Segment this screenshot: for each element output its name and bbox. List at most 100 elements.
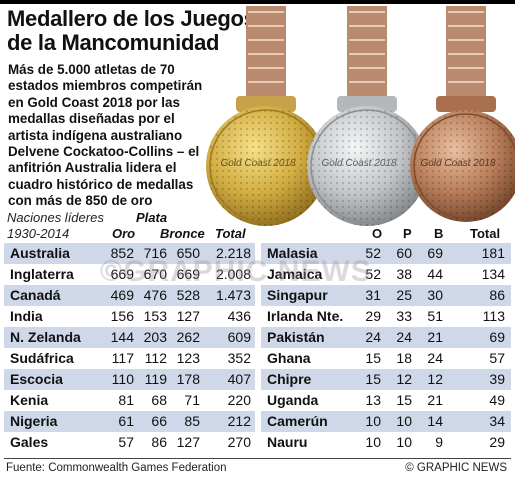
right-row: Chipre 15 12 12 39 bbox=[261, 369, 511, 390]
gold-count: 10 bbox=[365, 413, 381, 429]
page-title: Medallero de los Juegos de la Mancomunid… bbox=[7, 6, 256, 55]
silver-count: 716 bbox=[143, 245, 167, 261]
silver-medal: Gold Coast 2018 bbox=[307, 106, 427, 226]
header-o: O bbox=[372, 226, 383, 241]
total-count: 270 bbox=[227, 434, 251, 450]
total-count: 134 bbox=[481, 266, 505, 282]
bronze-count: 30 bbox=[427, 287, 443, 303]
total-count: 436 bbox=[227, 308, 251, 324]
gold-count: 10 bbox=[365, 434, 381, 450]
table-row: India 156 153 127 436 Irlanda Nte. 29 33 51 113 bbox=[0, 306, 515, 327]
table-row: Gales 57 86 127 270 Nauru 10 10 9 29 bbox=[0, 432, 515, 453]
silver-count: 24 bbox=[396, 329, 412, 345]
country-name: Gales bbox=[10, 434, 49, 450]
right-row: Pakistán 24 24 21 69 bbox=[261, 327, 511, 348]
gold-count: 15 bbox=[365, 371, 381, 387]
right-row: Malasia 52 60 69 181 bbox=[261, 243, 511, 264]
total-count: 39 bbox=[489, 371, 505, 387]
total-count: 352 bbox=[227, 350, 251, 366]
country-name: Jamaica bbox=[267, 266, 323, 282]
silver-count: 66 bbox=[151, 413, 167, 429]
country-name: Chipre bbox=[267, 371, 312, 387]
bronze-count: 14 bbox=[427, 413, 443, 429]
total-count: 34 bbox=[489, 413, 505, 429]
gold-count: 52 bbox=[365, 245, 381, 261]
country-name: Uganda bbox=[267, 392, 319, 408]
bronze-count: 650 bbox=[176, 245, 200, 261]
bronze-count: 262 bbox=[176, 329, 200, 345]
credit-text: © GRAPHIC NEWS bbox=[405, 462, 507, 474]
bronze-count: 71 bbox=[184, 392, 200, 408]
bronze-count: 127 bbox=[176, 434, 200, 450]
right-row: Ghana 15 18 24 57 bbox=[261, 348, 511, 369]
gold-count: 15 bbox=[365, 350, 381, 366]
gold-count: 81 bbox=[118, 392, 134, 408]
bronze-count: 123 bbox=[176, 350, 200, 366]
total-count: 86 bbox=[489, 287, 505, 303]
leading-nations-label: Naciones líderes bbox=[7, 210, 104, 225]
gold-count: 156 bbox=[110, 308, 134, 324]
total-count: 69 bbox=[489, 329, 505, 345]
header-p: P bbox=[403, 226, 412, 241]
silver-count: 203 bbox=[143, 329, 167, 345]
bronze-count: 21 bbox=[427, 392, 443, 408]
header-b: B bbox=[434, 226, 444, 241]
total-count: 57 bbox=[489, 350, 505, 366]
header-bronce: Bronce bbox=[160, 226, 205, 241]
silver-count: 10 bbox=[396, 434, 412, 450]
country-name: Escocia bbox=[10, 371, 63, 387]
silver-count: 119 bbox=[144, 371, 167, 387]
gold-count: 144 bbox=[110, 329, 134, 345]
country-name: Sudáfrica bbox=[10, 350, 74, 366]
country-name: Pakistán bbox=[267, 329, 325, 345]
silver-count: 60 bbox=[396, 245, 412, 261]
header-plata: Plata bbox=[136, 210, 168, 225]
left-row: Gales 57 86 127 270 bbox=[4, 432, 255, 453]
ribbon-bronze bbox=[436, 6, 496, 112]
country-name: Australia bbox=[10, 245, 70, 261]
gold-medal: Gold Coast 2018 bbox=[206, 106, 326, 226]
gold-count: 117 bbox=[111, 350, 134, 366]
left-row: Kenia 81 68 71 220 bbox=[4, 390, 255, 411]
gold-count: 469 bbox=[110, 287, 134, 303]
watermark: ©GRAPHIC NEWS bbox=[100, 255, 372, 288]
total-count: 181 bbox=[481, 245, 505, 261]
country-name: Camerún bbox=[267, 413, 328, 429]
silver-count: 153 bbox=[143, 308, 167, 324]
total-count: 407 bbox=[227, 371, 251, 387]
country-name: India bbox=[10, 308, 43, 324]
bronze-count: 21 bbox=[427, 329, 443, 345]
gold-count: 52 bbox=[365, 266, 381, 282]
table-row: Canadá 469 476 528 1.473 Singapur 31 25 30 86 bbox=[0, 285, 515, 306]
right-row: Nauru 10 10 9 29 bbox=[261, 432, 511, 453]
silver-count: 25 bbox=[396, 287, 412, 303]
bronze-count: 24 bbox=[427, 350, 443, 366]
bronze-count: 85 bbox=[184, 413, 200, 429]
bronze-count: 127 bbox=[176, 308, 200, 324]
table-row: Kenia 81 68 71 220 Uganda 13 15 21 49 bbox=[0, 390, 515, 411]
table-row: Escocia 110 119 178 407 Chipre 15 12 12 39 bbox=[0, 369, 515, 390]
silver-count: 38 bbox=[396, 266, 412, 282]
silver-count: 12 bbox=[396, 371, 412, 387]
country-name: Kenia bbox=[10, 392, 49, 408]
silver-count: 18 bbox=[396, 350, 412, 366]
footer-rule bbox=[4, 458, 511, 459]
gold-count: 24 bbox=[365, 329, 381, 345]
silver-count: 86 bbox=[151, 434, 167, 450]
gold-count: 669 bbox=[110, 266, 134, 282]
left-row: N. Zelanda 144 203 262 609 bbox=[4, 327, 255, 348]
bronze-count: 69 bbox=[427, 245, 443, 261]
silver-count: 10 bbox=[396, 413, 412, 429]
silver-count: 112 bbox=[144, 350, 167, 366]
gold-count: 110 bbox=[111, 371, 134, 387]
gold-count: 61 bbox=[118, 413, 134, 429]
silver-count: 33 bbox=[396, 308, 412, 324]
table-row: Australia 852 716 650 2.218 Malasia 52 60 69 181 bbox=[0, 243, 515, 264]
silver-count: 68 bbox=[151, 392, 167, 408]
total-count: 2.008 bbox=[215, 266, 251, 282]
medal-text-silver: Gold Coast 2018 bbox=[321, 158, 396, 169]
ribbon-gold bbox=[236, 6, 296, 112]
left-row: India 156 153 127 436 bbox=[4, 306, 255, 327]
bronze-count: 669 bbox=[176, 266, 200, 282]
table-row: N. Zelanda 144 203 262 609 Pakistán 24 24 21 69 bbox=[0, 327, 515, 348]
